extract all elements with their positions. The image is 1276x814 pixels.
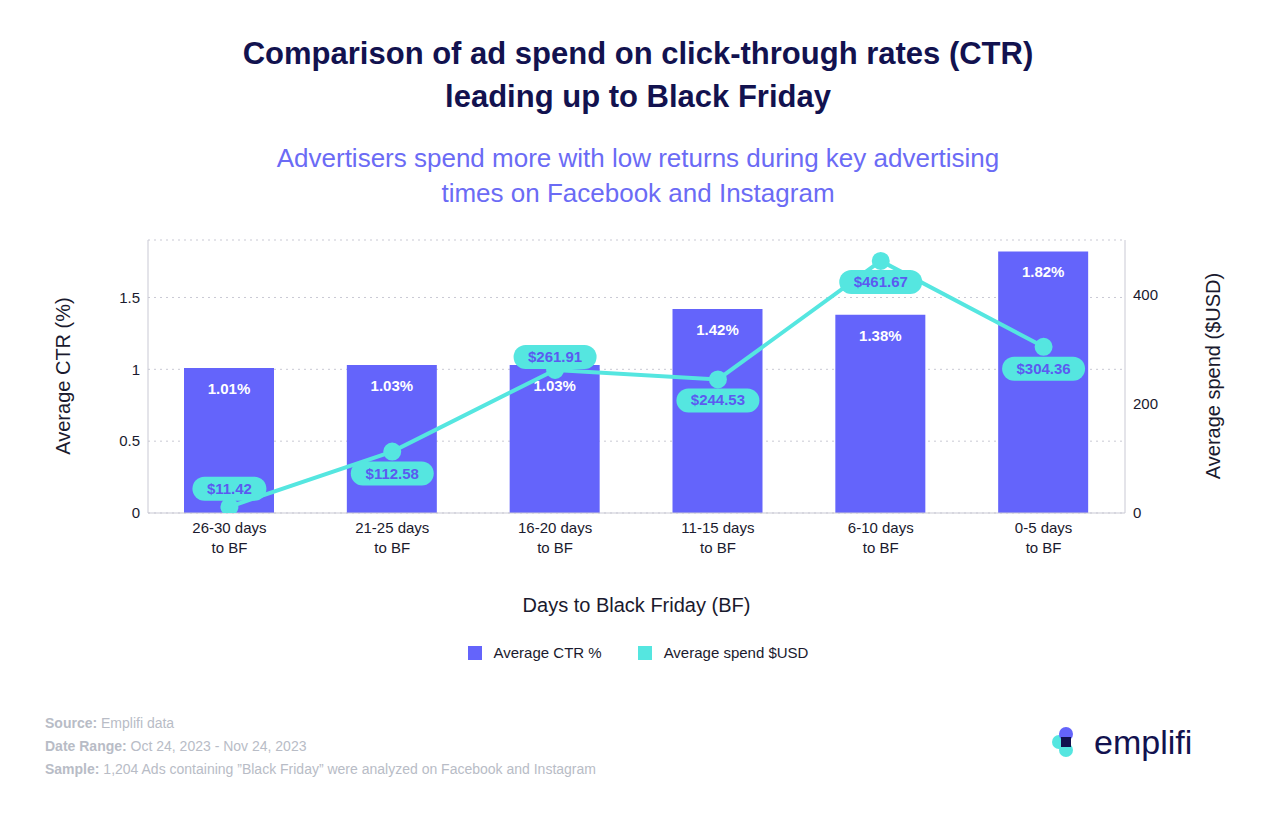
svg-text:1: 1 <box>132 361 140 378</box>
svg-text:6-10 daysto BF: 6-10 daysto BF <box>848 519 914 556</box>
html-text:Comparison of ad spend on clic: Comparison of ad spend on click-through … <box>242 36 1034 114</box>
svg-text:1.82%: 1.82% <box>1022 263 1065 280</box>
svg-text:200: 200 <box>1133 395 1158 412</box>
svg-text:$112.58: $112.58 <box>366 465 419 482</box>
svg-text:1.03%: 1.03% <box>371 377 414 394</box>
svg-text:$261.91: $261.91 <box>528 348 582 365</box>
svg-text:400: 400 <box>1133 286 1158 303</box>
svg-text:21-25 daysto BF: 21-25 daysto BF <box>355 519 429 556</box>
svg-text:0.5: 0.5 <box>119 432 140 449</box>
html-text:Average CTR %: Average CTR % <box>493 644 602 661</box>
svg-text:1.5: 1.5 <box>119 289 140 306</box>
svg-text:1.42%: 1.42% <box>696 321 739 338</box>
svg-text:0: 0 <box>132 504 140 521</box>
svg-text:$244.53: $244.53 <box>691 391 745 408</box>
html-text:Source: Emplifi data: Source: Emplifi data <box>45 715 175 731</box>
html-text:emplifi: emplifi <box>1094 722 1193 761</box>
svg-text:11-15 daysto BF: 11-15 daysto BF <box>681 519 754 556</box>
svg-text:$461.67: $461.67 <box>854 273 908 290</box>
svg-text:1.01%: 1.01% <box>208 380 251 397</box>
html-text:Average spend ($USD): Average spend ($USD) <box>1201 272 1224 480</box>
html-text:Average CTR (%): Average CTR (%) <box>51 297 74 455</box>
svg-text:26-30 daysto BF: 26-30 daysto BF <box>192 519 266 556</box>
svg-text:0: 0 <box>1133 504 1141 521</box>
svg-text:$11.42: $11.42 <box>207 480 252 497</box>
html-text:Sample: 1,204 Ads containing ”: Sample: 1,204 Ads containing ”Black Frid… <box>45 761 596 777</box>
svg-text:1.38%: 1.38% <box>859 327 902 344</box>
html-text:Advertisers spend more with lo: Advertisers spend more with low returns … <box>276 143 1000 208</box>
svg-text:0-5 daysto BF: 0-5 daysto BF <box>1015 519 1073 556</box>
html-text:Date Range: Oct 24, 2023 - Nov: Date Range: Oct 24, 2023 - Nov 24, 2023 <box>45 738 307 754</box>
svg-text:1.03%: 1.03% <box>533 377 576 394</box>
svg-text:$304.36: $304.36 <box>1016 360 1070 377</box>
html-text:Days to Black Friday (BF): Days to Black Friday (BF) <box>522 594 751 616</box>
html-text:Average spend $USD: Average spend $USD <box>663 644 809 661</box>
svg-text:16-20 daysto BF: 16-20 daysto BF <box>518 519 592 556</box>
